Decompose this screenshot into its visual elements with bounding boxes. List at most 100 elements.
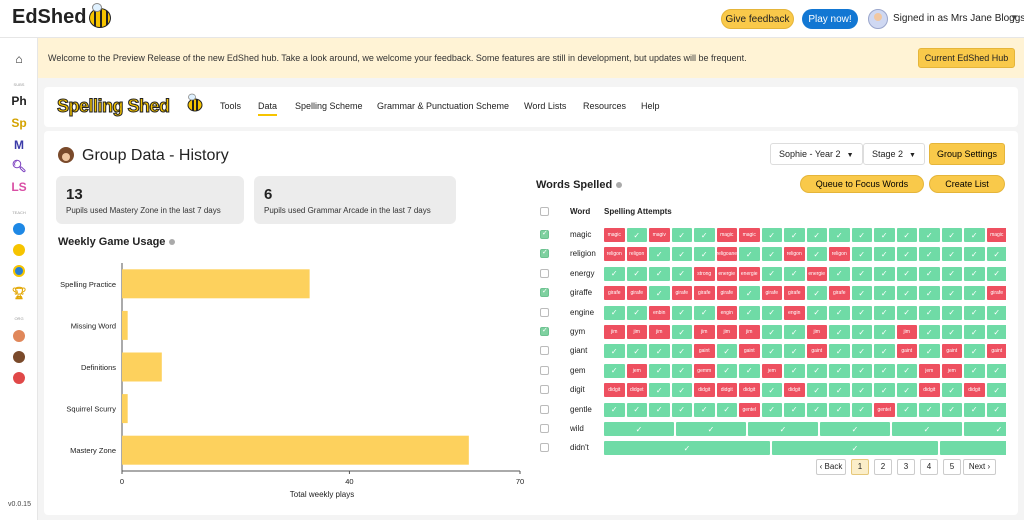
word-checkbox[interactable]: [540, 307, 549, 317]
incorrect-attempt: gaint: [986, 344, 1006, 359]
correct-attempt: [941, 383, 962, 398]
info-icon[interactable]: [616, 182, 623, 189]
trophy-icon[interactable]: 🏆︎: [11, 286, 27, 300]
chevron-down-icon[interactable]: ▼: [1010, 13, 1018, 22]
incorrect-attempt: didgit: [716, 383, 737, 398]
home-icon[interactable]: ⌂: [15, 52, 23, 66]
edshed-logo[interactable]: EdShed: [12, 2, 112, 29]
apple-icon[interactable]: [13, 372, 25, 384]
correct-attempt: [671, 383, 692, 398]
nav-resources[interactable]: Resources: [583, 101, 627, 111]
correct-attempt: [694, 247, 715, 262]
literacy-shed-icon[interactable]: LS: [11, 180, 27, 194]
correct-attempt: [806, 247, 827, 262]
correct-attempt: [676, 422, 746, 436]
spelling-shed-logo[interactable]: Spelling Shed: [57, 96, 171, 117]
x-axis-label: Total weekly plays: [290, 490, 354, 499]
stat-mastery-zone: 13 Pupils used Mastery Zone in the last …: [56, 176, 244, 224]
word-checkbox[interactable]: [540, 443, 549, 453]
spelling-shed-icon[interactable]: Sp: [11, 116, 27, 130]
correct-attempt: [806, 305, 827, 320]
correct-attempt: [829, 344, 850, 359]
avatar[interactable]: [868, 9, 888, 29]
word-checkbox[interactable]: [540, 404, 549, 414]
nav-help[interactable]: Help: [641, 101, 660, 111]
play-now-button[interactable]: Play now!: [802, 9, 858, 29]
search-icon[interactable]: 🔍︎: [11, 159, 27, 173]
word-label: engine: [570, 307, 595, 317]
pagination-page-4[interactable]: 4: [920, 459, 938, 475]
correct-attempt: [874, 286, 895, 301]
nav-tools[interactable]: Tools: [220, 101, 242, 111]
select-all-checkbox[interactable]: [540, 207, 549, 216]
incorrect-attempt: jim: [604, 325, 625, 339]
nav-spelling-scheme[interactable]: Spelling Scheme: [295, 101, 363, 111]
incorrect-attempt: gaint: [806, 344, 827, 359]
incorrect-attempt: girafe: [626, 286, 647, 301]
pagination-page-2[interactable]: 2: [874, 459, 892, 475]
incorrect-attempt: gaint: [941, 344, 962, 359]
correct-attempt: [604, 305, 625, 320]
word-label: magic: [570, 230, 592, 239]
correct-attempt: [874, 383, 895, 398]
incorrect-attempt: girafe: [784, 286, 805, 301]
maths-shed-icon[interactable]: M: [14, 138, 24, 152]
give-feedback-button[interactable]: Give feedback: [721, 9, 794, 29]
student-select[interactable]: Sophie - Year 2 ▼: [770, 143, 863, 165]
correct-attempt: [829, 363, 850, 378]
timer-icon[interactable]: [13, 223, 25, 235]
incorrect-attempt: engin: [716, 305, 737, 320]
current-hub-button[interactable]: Current EdShed Hub: [918, 48, 1015, 68]
nav-data[interactable]: Data: [258, 101, 278, 116]
correct-attempt: [874, 247, 895, 262]
incorrect-attempt: jim: [694, 325, 715, 339]
target-icon[interactable]: [13, 265, 25, 277]
word-checkbox[interactable]: [540, 385, 549, 395]
nav-word-lists[interactable]: Word Lists: [524, 101, 567, 111]
create-list-button[interactable]: Create List: [929, 175, 1005, 193]
nav-grammar-scheme[interactable]: Grammar & Punctuation Scheme: [377, 101, 510, 111]
word-checkbox[interactable]: [540, 424, 549, 433]
correct-attempt: [671, 344, 692, 359]
word-checkbox[interactable]: [540, 248, 549, 259]
pagination-page-1[interactable]: 1: [851, 459, 869, 475]
signed-in-label[interactable]: Signed in as Mrs Jane Bloggs: [893, 13, 1024, 24]
word-label: gentle: [570, 404, 592, 414]
phonics-shed-icon[interactable]: Ph: [11, 94, 27, 108]
word-checkbox[interactable]: [540, 326, 549, 336]
correct-attempt: [739, 247, 760, 262]
group-icon[interactable]: [13, 351, 25, 363]
word-checkbox[interactable]: [540, 346, 549, 356]
correct-attempt: [716, 402, 737, 417]
stage-select[interactable]: Stage 2 ▼: [863, 143, 925, 165]
pupil-icon[interactable]: [13, 330, 25, 342]
group-settings-button[interactable]: Group Settings: [929, 143, 1005, 165]
chart-title: Weekly Game Usage: [58, 236, 176, 248]
correct-attempt: [604, 266, 625, 281]
preview-banner: Welcome to the Preview Release of the ne…: [38, 38, 1024, 78]
incorrect-attempt: gaint: [739, 344, 760, 359]
stat-text: Pupils used Grammar Arcade in the last 7…: [264, 206, 431, 215]
info-icon[interactable]: [169, 239, 176, 246]
correct-attempt: [986, 325, 1006, 339]
correct-attempt: [964, 344, 985, 359]
correct-attempt: [964, 402, 985, 417]
pagination-next-button[interactable]: Next ›: [963, 459, 996, 475]
pagination-page-3[interactable]: 3: [897, 459, 915, 475]
correct-attempt: [896, 402, 917, 417]
queue-focus-words-button[interactable]: Queue to Focus Words: [800, 175, 924, 193]
word-checkbox[interactable]: [540, 229, 549, 239]
incorrect-attempt: didgit: [694, 383, 715, 398]
page-title: Group Data - History: [82, 147, 229, 164]
pagination-back-button[interactable]: ‹ Back: [816, 459, 846, 475]
correct-attempt: [896, 305, 917, 320]
game-icon[interactable]: [13, 244, 25, 256]
incorrect-attempt: girafe: [694, 286, 715, 301]
incorrect-attempt: gaint: [896, 344, 917, 359]
correct-attempt: [829, 305, 850, 320]
pagination-page-5[interactable]: 5: [943, 459, 961, 475]
word-checkbox[interactable]: [540, 268, 549, 278]
category-label: Spelling Practice: [60, 280, 116, 289]
word-checkbox[interactable]: [540, 365, 549, 375]
word-checkbox[interactable]: [540, 287, 549, 298]
